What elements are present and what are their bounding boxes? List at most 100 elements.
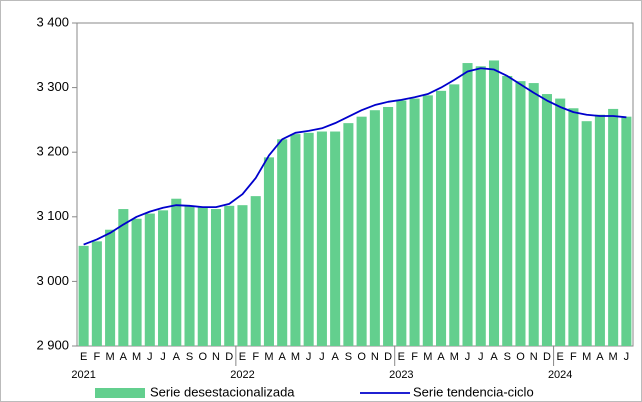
x-tick-label: A: [596, 351, 604, 363]
x-tick-label: M: [423, 351, 432, 363]
x-tick-label: A: [490, 351, 498, 363]
x-tick-label: O: [198, 351, 207, 363]
bar: [330, 131, 341, 346]
bar: [422, 95, 433, 347]
legend-label: Serie desestacionalizada: [150, 384, 295, 399]
x-tick-label: E: [239, 351, 246, 363]
x-tick-label: M: [106, 351, 115, 363]
bar: [144, 213, 155, 346]
bar: [608, 108, 619, 346]
bar: [343, 123, 354, 346]
bar: [131, 218, 142, 346]
y-tick-label: 3 400: [36, 14, 69, 29]
x-tick-label: J: [147, 351, 153, 363]
bar: [197, 207, 208, 346]
year-label: 2023: [389, 369, 413, 381]
year-label: 2024: [548, 369, 572, 381]
plot-area: [76, 22, 634, 347]
x-tick-label: A: [279, 351, 287, 363]
x-tick-label: M: [582, 351, 591, 363]
legend-swatch: [95, 388, 145, 398]
x-tick-label: O: [357, 351, 366, 363]
bar: [237, 205, 248, 346]
x-tick-label: A: [437, 351, 445, 363]
x-tick-label: A: [173, 351, 181, 363]
bar: [316, 131, 327, 346]
x-tick-label: F: [252, 351, 259, 363]
year-label: 2022: [230, 369, 254, 381]
y-tick-label: 3 100: [36, 208, 69, 223]
x-tick-label: D: [384, 351, 392, 363]
bar: [475, 66, 486, 347]
bar: [250, 196, 261, 346]
bar: [621, 116, 632, 346]
bar: [383, 106, 394, 346]
x-tick-label: J: [465, 351, 471, 363]
x-tick-label: F: [411, 351, 418, 363]
bar: [277, 139, 288, 346]
bar: [488, 60, 500, 347]
x-tick-label: N: [212, 351, 220, 363]
x-tick-label: D: [225, 351, 233, 363]
x-tick-label: N: [371, 351, 379, 363]
x-tick-label: S: [186, 351, 193, 363]
trend-line: [83, 67, 627, 246]
bar: [158, 210, 169, 346]
bar: [118, 209, 129, 346]
x-tick-label: A: [331, 351, 339, 363]
legend-label: Serie tendencia-ciclo: [413, 384, 534, 399]
bar: [263, 157, 274, 346]
bar: [409, 98, 420, 346]
bar: [224, 205, 235, 346]
x-tick-label: S: [345, 351, 352, 363]
x-tick-label: M: [450, 351, 459, 363]
bar: [502, 75, 513, 347]
x-tick-label: F: [570, 351, 577, 363]
y-tick-label: 3 000: [36, 273, 69, 288]
y-tick-label: 3 200: [36, 144, 69, 159]
x-tick-label: M: [264, 351, 273, 363]
bar: [515, 81, 526, 346]
bar: [462, 63, 473, 346]
bar: [594, 114, 605, 347]
year-label: 2021: [71, 369, 95, 381]
bar: [369, 110, 380, 347]
x-tick-label: A: [120, 351, 128, 363]
x-tick-label: M: [132, 351, 141, 363]
bar: [171, 198, 182, 346]
x-tick-label: M: [291, 351, 300, 363]
x-tick-label: E: [398, 351, 405, 363]
bar: [396, 100, 407, 347]
x-tick-label: E: [80, 351, 87, 363]
bar: [210, 209, 222, 346]
x-tick-label: D: [543, 351, 551, 363]
bar: [581, 121, 592, 346]
x-tick-label: J: [306, 351, 312, 363]
bar: [105, 229, 116, 346]
x-tick-label: N: [530, 351, 538, 363]
x-tick-label: F: [93, 351, 100, 363]
bar: [303, 132, 314, 346]
bar: [184, 205, 195, 346]
x-tick-label: M: [609, 351, 618, 363]
bar: [528, 83, 539, 346]
x-tick-label: J: [624, 351, 630, 363]
x-tick-label: J: [478, 351, 484, 363]
x-tick-label: O: [516, 351, 525, 363]
x-tick-label: J: [160, 351, 166, 363]
x-tick-label: S: [504, 351, 511, 363]
bar: [568, 108, 579, 346]
bar: [555, 98, 566, 346]
bar: [356, 116, 367, 346]
x-tick-label: J: [319, 351, 325, 363]
bar: [78, 245, 89, 346]
bar: [290, 134, 301, 346]
x-tick-label: E: [557, 351, 564, 363]
bar: [91, 241, 102, 346]
y-tick-label: 2 900: [36, 337, 69, 352]
bar: [449, 84, 460, 347]
bar: [541, 94, 552, 346]
y-tick-label: 3 300: [36, 79, 69, 94]
bar: [436, 90, 447, 346]
